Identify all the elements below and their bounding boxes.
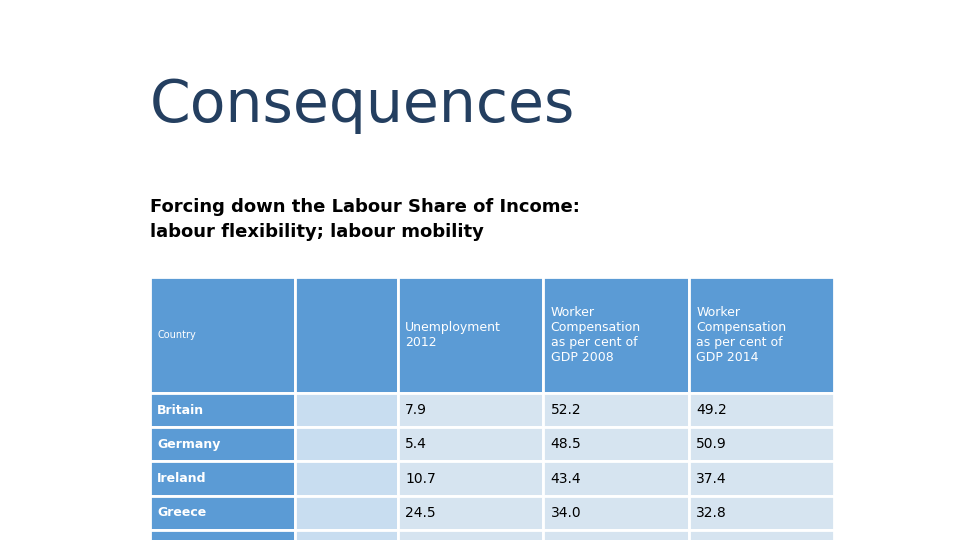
Bar [296,277,397,393]
Text: 50.9: 50.9 [696,437,727,451]
Text: Greece: Greece [157,506,206,519]
Bar [397,393,543,427]
Bar [296,427,397,462]
Bar [296,496,397,530]
Bar [150,277,296,393]
Text: Worker
Compensation
as per cent of
GDP 2014: Worker Compensation as per cent of GDP 2… [696,306,786,364]
Bar [296,393,397,427]
Text: 5.4: 5.4 [405,437,427,451]
Text: 24.5: 24.5 [405,505,436,519]
Text: Ireland: Ireland [157,472,206,485]
Bar [150,427,296,462]
Text: 34.0: 34.0 [551,505,581,519]
Bar [150,462,296,496]
Bar [688,462,834,496]
Bar [688,277,834,393]
Text: Consequences: Consequences [150,77,575,134]
Bar [543,427,688,462]
Bar [296,462,397,496]
Text: Germany: Germany [157,438,221,451]
Bar [150,496,296,530]
Text: 43.4: 43.4 [551,471,581,485]
Bar [543,530,688,540]
Text: 37.4: 37.4 [696,471,727,485]
Text: 48.5: 48.5 [551,437,582,451]
Text: 10.7: 10.7 [405,471,436,485]
Bar [688,530,834,540]
Bar [296,530,397,540]
Text: 52.2: 52.2 [551,403,581,417]
Bar [688,427,834,462]
Text: 7.9: 7.9 [405,403,427,417]
Text: Worker
Compensation
as per cent of
GDP 2008: Worker Compensation as per cent of GDP 2… [551,306,640,364]
Bar [688,496,834,530]
Bar [543,496,688,530]
Text: Britain: Britain [157,404,204,417]
Text: Unemployment
2012: Unemployment 2012 [405,321,501,349]
Bar [543,277,688,393]
Bar [397,427,543,462]
Bar [150,530,296,540]
Text: Country: Country [157,330,196,340]
Text: Forcing down the Labour Share of Income:
labour flexibility; labour mobility: Forcing down the Labour Share of Income:… [150,198,580,241]
Bar [397,496,543,530]
Bar [688,393,834,427]
Bar [150,393,296,427]
Bar [397,277,543,393]
Bar [397,462,543,496]
Text: 32.8: 32.8 [696,505,727,519]
Bar [543,393,688,427]
Text: 49.2: 49.2 [696,403,727,417]
Bar [543,462,688,496]
Bar [397,530,543,540]
